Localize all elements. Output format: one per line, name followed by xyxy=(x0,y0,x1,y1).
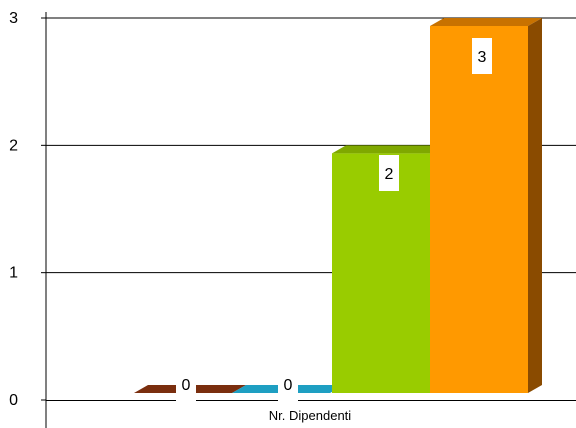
data-label-2: 0 xyxy=(278,366,298,402)
data-label: 2 xyxy=(385,166,394,183)
data-label-3: 2 xyxy=(379,155,399,191)
x-category-label: Nr. Dipendenti xyxy=(269,408,351,423)
data-label-box xyxy=(472,38,492,74)
bar-top xyxy=(332,145,444,154)
bars xyxy=(134,18,542,393)
axes xyxy=(41,12,576,428)
y-tick-labels: 0 1 2 3 xyxy=(9,10,18,409)
data-labels: 0 0 2 3 xyxy=(176,38,492,402)
bar-top xyxy=(430,18,542,26)
bar-front xyxy=(332,153,430,393)
data-label-box xyxy=(379,155,399,191)
x-category-labels: Nr. Dipendenti xyxy=(269,408,351,423)
data-label-box xyxy=(278,366,298,402)
bar-4 xyxy=(430,18,542,393)
data-label-box xyxy=(176,366,196,402)
data-label: 0 xyxy=(284,377,293,394)
y-tick-label: 1 xyxy=(9,265,18,282)
bar-front xyxy=(430,26,528,393)
y-tick-label: 3 xyxy=(9,10,18,27)
data-label: 0 xyxy=(182,377,191,394)
data-label-1: 0 xyxy=(176,366,196,402)
data-label-4: 3 xyxy=(472,38,492,74)
bar-side xyxy=(528,18,542,393)
data-label: 3 xyxy=(478,49,487,66)
y-tick-label: 2 xyxy=(9,137,18,154)
y-tick-label: 0 xyxy=(9,392,18,409)
